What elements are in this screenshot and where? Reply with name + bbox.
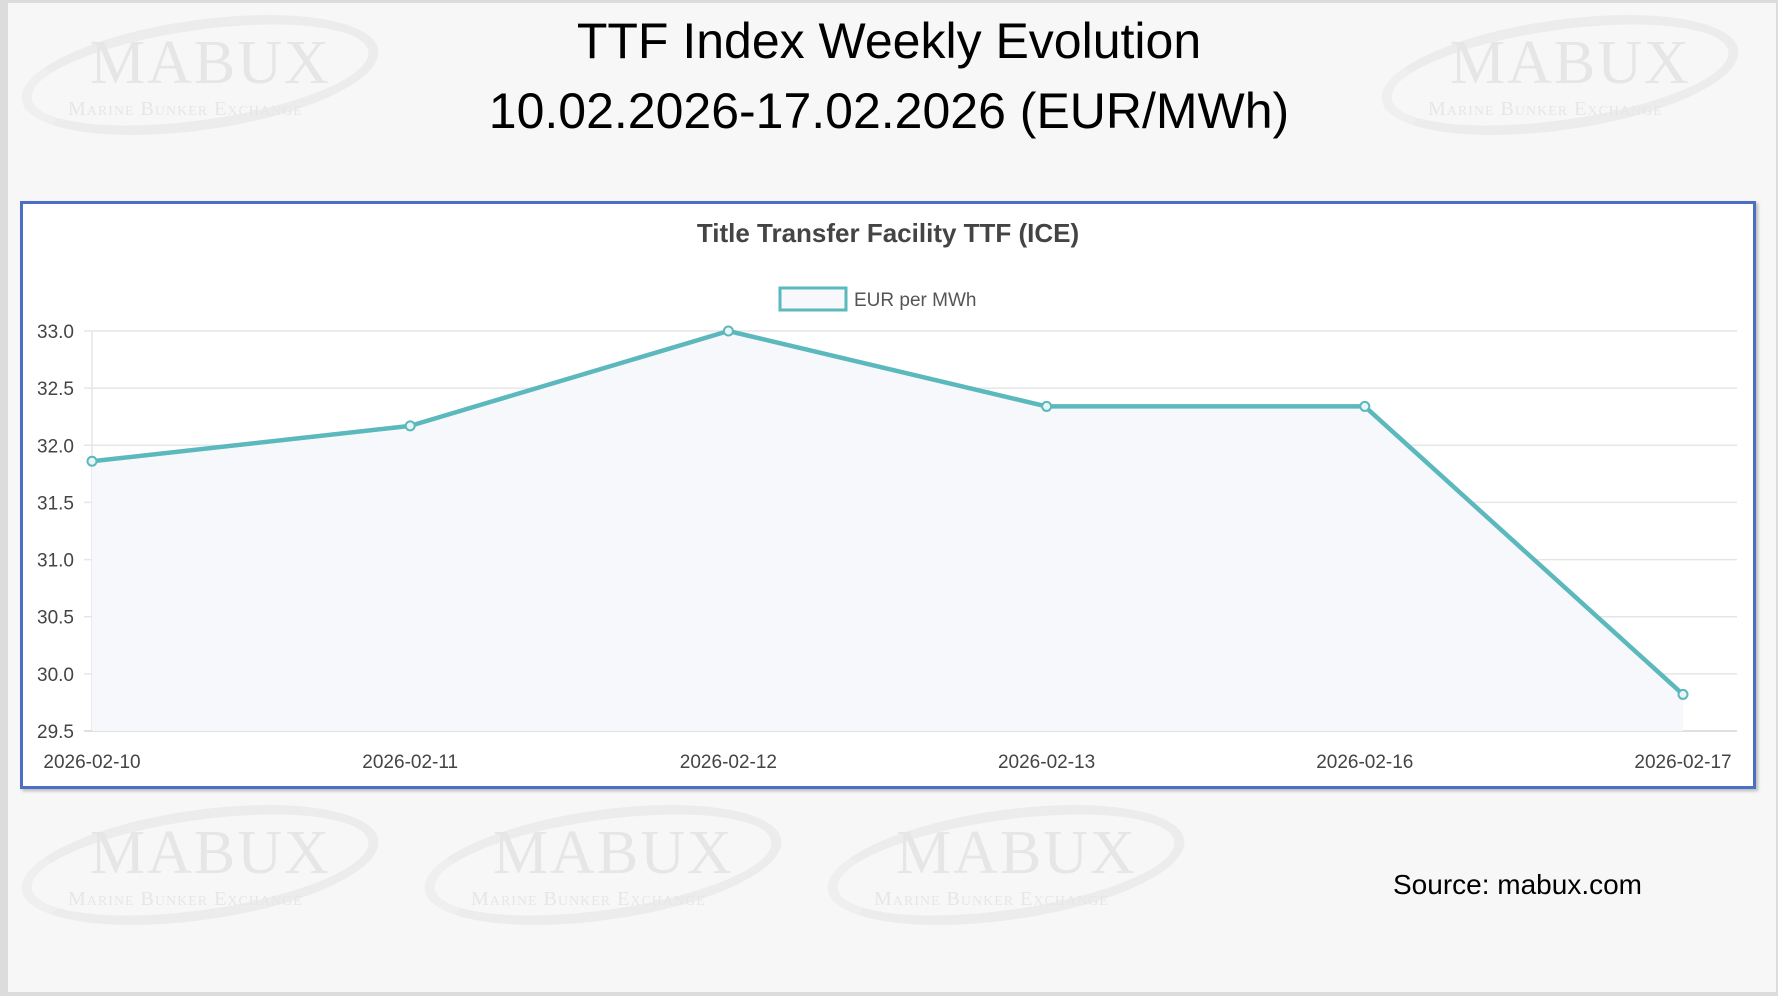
data-point-2026-02-17[interactable] <box>1677 688 1689 700</box>
y-tick-label: 29.5 <box>37 722 74 743</box>
x-tick-label: 2026-02-11 <box>362 752 458 773</box>
slide-title: TTF Index Weekly Evolution <box>576 13 1202 69</box>
data-point-2026-02-10[interactable] <box>86 455 98 467</box>
slide-subtitle: 10.02.2026-17.02.2026 (EUR/MWh) <box>488 83 1290 139</box>
y-tick-label: 31.0 <box>37 551 74 572</box>
data-point-2026-02-11[interactable] <box>404 420 416 432</box>
data-point-2026-02-16[interactable] <box>1359 400 1371 412</box>
series-line <box>91 328 1685 697</box>
y-tick-label: 33.0 <box>37 322 74 343</box>
source-note: Source: mabux.com <box>1393 869 1642 900</box>
y-tick-label: 30.5 <box>37 608 74 629</box>
series-area-fill <box>92 331 1683 731</box>
data-point-2026-02-13[interactable] <box>1041 400 1053 412</box>
y-tick-label: 32.5 <box>37 379 74 400</box>
legend-swatch <box>778 286 848 312</box>
y-tick-label: 30.0 <box>37 665 74 686</box>
y-tick-label: 31.5 <box>37 493 74 514</box>
x-tick-label: 2026-02-12 <box>680 752 777 773</box>
y-tick-label: 32.0 <box>37 436 74 457</box>
legend[interactable]: EUR per MWh <box>778 286 976 312</box>
x-tick-label: 2026-02-17 <box>1634 752 1731 773</box>
chart-title: Title Transfer Facility TTF (ICE) <box>697 218 1079 248</box>
x-tick-label: 2026-02-16 <box>1316 752 1413 773</box>
x-tick-label: 2026-02-13 <box>998 752 1095 773</box>
x-tick-label: 2026-02-10 <box>43 752 140 773</box>
legend-label: EUR per MWh <box>854 290 976 311</box>
data-point-2026-02-12[interactable] <box>722 325 734 337</box>
